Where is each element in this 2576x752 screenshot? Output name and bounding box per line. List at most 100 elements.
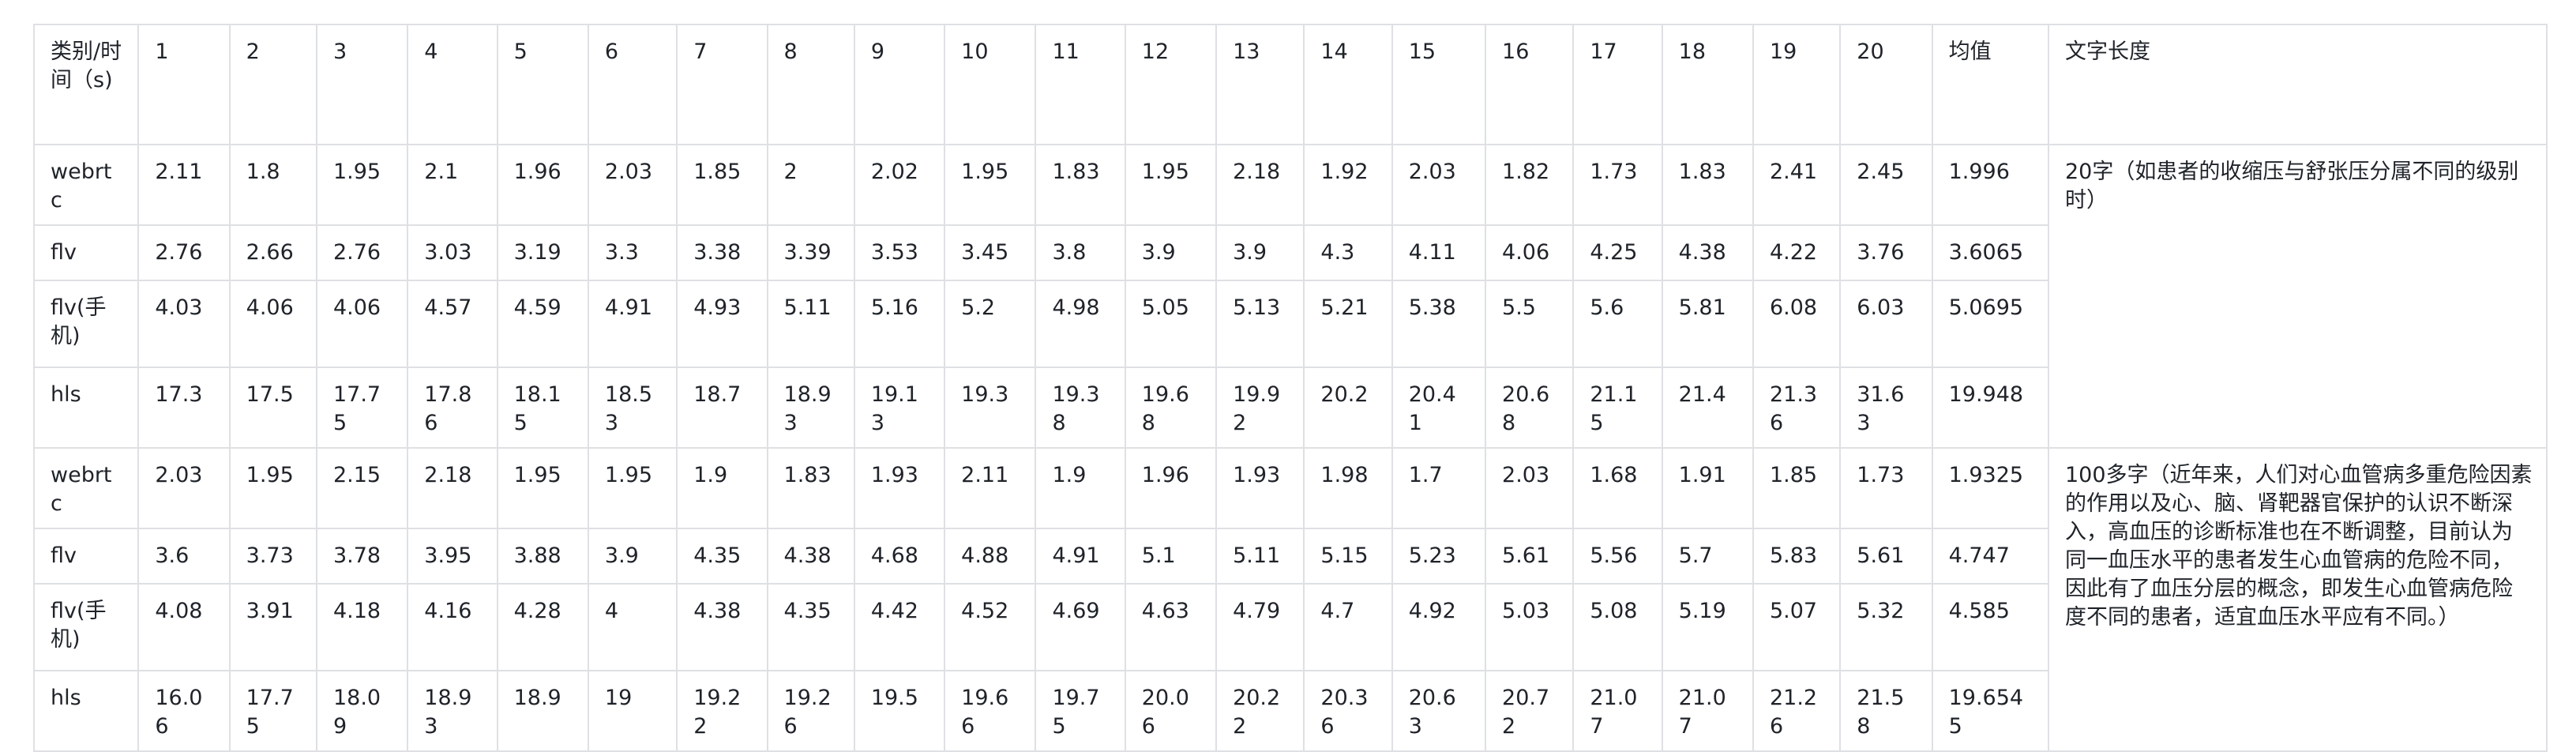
header-run-cell: 17 (1572, 24, 1663, 145)
value-cell: 21.36 (1752, 367, 1842, 449)
value-cell: 1.95 (496, 447, 589, 529)
value-cell: 4.59 (496, 280, 589, 368)
value-cell: 3.6 (137, 528, 231, 585)
value-cell: 5.83 (1752, 528, 1842, 585)
value-cell: 19.75 (1035, 670, 1126, 752)
table-row: flv 2.76 2.66 2.76 3.03 3.19 3.3 3.38 3.39 3.53 3.… (32, 224, 2547, 281)
value-cell: 2.66 (228, 224, 317, 281)
value-cell: 2 (766, 144, 855, 226)
table-row: flv(手机) 4.08 3.91 4.18 4.16 4.28 4 4.38 4.35 4.42… (32, 583, 2547, 671)
value-cell: 3.88 (496, 528, 589, 585)
value-cell: 21.07 (1661, 670, 1754, 752)
text-length-cell: 20字（如患者的收缩压与舒张压分属不同的级别时） (2048, 144, 2548, 449)
value-cell: 4.08 (137, 583, 231, 671)
table-row: flv 3.6 3.73 3.78 3.95 3.88 3.9 4.35 4.38 4.68 4.8… (32, 528, 2547, 585)
value-cell: 4.42 (853, 583, 946, 671)
category-cell: flv(手机) (32, 583, 140, 671)
value-cell: 4.88 (944, 528, 1037, 585)
value-cell: 3.39 (766, 224, 855, 281)
header-row: 类别/时间（s) 1 2 3 4 5 6 7 8 9 10 11 12 13 14 15 16 17 18 19 20 均… (32, 24, 2548, 145)
value-cell: 2.03 (1391, 144, 1487, 226)
value-cell: 20.36 (1303, 670, 1393, 752)
value-cell: 18.15 (496, 367, 589, 449)
value-cell: 4.28 (496, 583, 589, 671)
value-cell: 1.96 (496, 144, 589, 226)
value-cell: 4.69 (1035, 583, 1126, 671)
value-cell: 18.93 (766, 367, 855, 449)
value-cell: 17.75 (315, 367, 409, 449)
value-cell: 4.16 (407, 583, 498, 671)
category-cell: hls (32, 367, 140, 449)
value-cell: 5.11 (1215, 528, 1305, 585)
value-cell: 6.03 (1839, 280, 1933, 368)
table-row: hls 17.3 17.5 17.75 17.86 18.15 18.53 18.7 18.93… (32, 367, 2547, 449)
value-cell: 4.3 (1303, 224, 1393, 281)
value-cell: 3.45 (944, 224, 1037, 281)
value-cell: 3.3 (587, 224, 678, 281)
value-cell: 5.13 (1215, 280, 1305, 368)
value-cell: 4.79 (1215, 583, 1305, 671)
value-cell: 1.8 (228, 144, 317, 226)
value-cell: 5.16 (853, 280, 946, 368)
value-cell: 4.38 (1661, 224, 1754, 281)
category-cell: flv(手机) (32, 280, 140, 368)
value-cell: 4.22 (1752, 224, 1842, 281)
header-run-cell: 16 (1485, 24, 1575, 145)
value-cell: 6.08 (1752, 280, 1842, 368)
value-cell: 20.41 (1391, 367, 1487, 449)
value-cell: 2.41 (1752, 144, 1842, 226)
value-cell: 1.83 (1035, 144, 1126, 226)
header-run-cell: 19 (1752, 24, 1842, 145)
value-cell: 1.92 (1303, 144, 1393, 226)
value-cell: 5.2 (944, 280, 1037, 368)
value-cell: 2.03 (1485, 447, 1575, 529)
value-cell: 20.06 (1124, 670, 1218, 752)
value-cell: 19.3 (944, 367, 1037, 449)
value-cell: 5.07 (1752, 583, 1842, 671)
value-cell: 19.26 (766, 670, 855, 752)
value-cell: 3.9 (587, 528, 678, 585)
value-cell: 2.15 (315, 447, 409, 529)
value-cell: 2.76 (137, 224, 231, 281)
value-cell: 21.4 (1661, 367, 1754, 449)
value-cell: 20.2 (1303, 367, 1393, 449)
table-row: flv(手机) 4.03 4.06 4.06 4.57 4.59 4.91 4.93 5.11 5… (32, 280, 2547, 368)
value-cell: 17.5 (228, 367, 317, 449)
value-cell: 1.96 (1124, 447, 1218, 529)
header-run-cell: 4 (407, 24, 498, 145)
header-run-cell: 13 (1215, 24, 1305, 145)
header-run-cell: 18 (1661, 24, 1754, 145)
value-cell: 3.8 (1035, 224, 1126, 281)
value-cell: 2.11 (137, 144, 231, 226)
value-cell: 4 (587, 583, 678, 671)
header-mean-cell: 均值 (1931, 24, 2050, 145)
value-cell: 4.52 (944, 583, 1037, 671)
category-cell: webrtc (32, 144, 140, 226)
value-cell: 1.85 (676, 144, 768, 226)
value-cell: 3.73 (228, 528, 317, 585)
value-cell: 4.38 (766, 528, 855, 585)
value-cell: 2.02 (853, 144, 946, 226)
value-cell: 4.92 (1391, 583, 1487, 671)
value-cell: 19.68 (1124, 367, 1218, 449)
header-run-cell: 2 (228, 24, 317, 145)
value-cell: 5.7 (1661, 528, 1754, 585)
value-cell: 1.83 (1661, 144, 1754, 226)
value-cell: 2.03 (587, 144, 678, 226)
mean-cell: 19.6545 (1931, 670, 2050, 752)
value-cell: 5.38 (1391, 280, 1487, 368)
header-run-cell: 6 (587, 24, 678, 145)
value-cell: 16.06 (137, 670, 231, 752)
value-cell: 2.18 (407, 447, 498, 529)
value-cell: 5.03 (1485, 583, 1575, 671)
value-cell: 3.38 (676, 224, 768, 281)
mean-cell: 4.747 (1931, 528, 2050, 585)
value-cell: 4.93 (676, 280, 768, 368)
header-run-cell: 1 (137, 24, 231, 145)
category-cell: flv (32, 528, 140, 585)
value-cell: 19.22 (676, 670, 768, 752)
value-cell: 2.18 (1215, 144, 1305, 226)
value-cell: 1.93 (1215, 447, 1305, 529)
table-row: webrtc 2.11 1.8 1.95 2.1 1.96 2.03 1.85 2 2.02 1.9… (32, 144, 2548, 449)
value-cell: 4.68 (853, 528, 946, 585)
